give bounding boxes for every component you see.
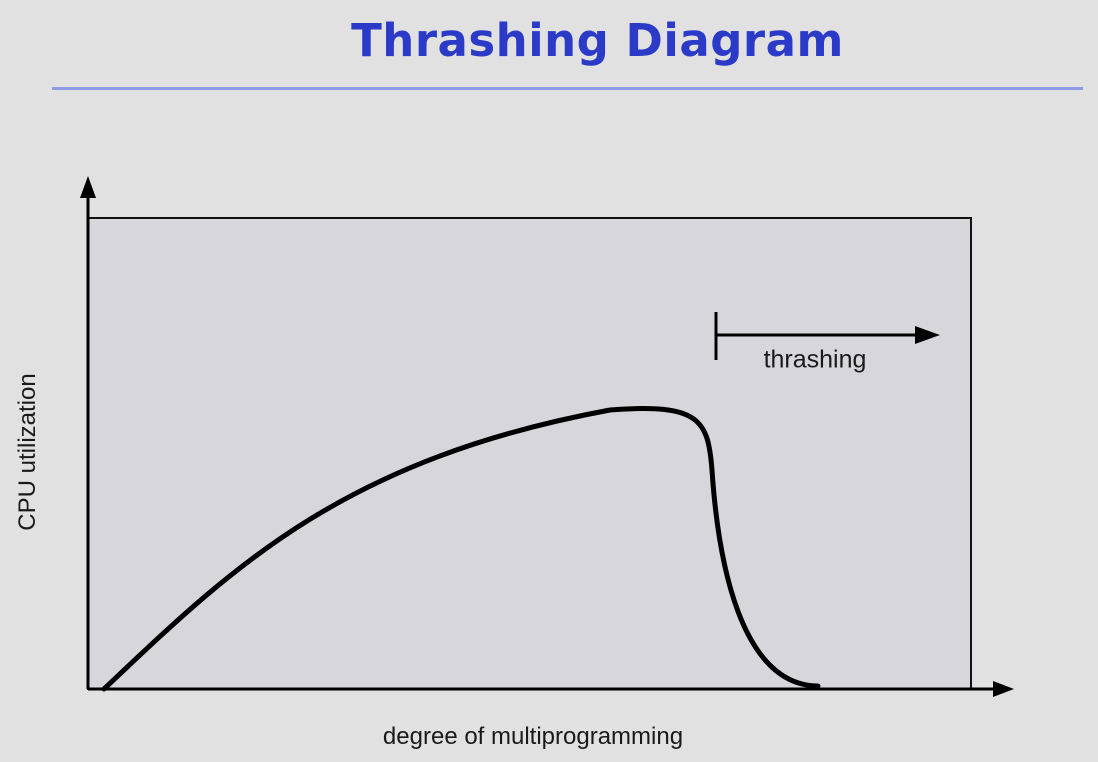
page-title: Thrashing Diagram: [351, 14, 844, 67]
title-underline: [52, 87, 1083, 90]
x-axis-arrowhead: [993, 681, 1014, 697]
y-axis-arrowhead: [80, 176, 96, 198]
plot-area: [87, 217, 972, 690]
y-axis-label: CPU utilization: [14, 373, 41, 531]
x-axis-label: degree of multiprogramming: [382, 723, 684, 750]
thrashing-label: thrashing: [763, 345, 867, 374]
cpu-utilization-curve: [101, 406, 821, 692]
thrashing-arrowhead: [915, 326, 940, 344]
